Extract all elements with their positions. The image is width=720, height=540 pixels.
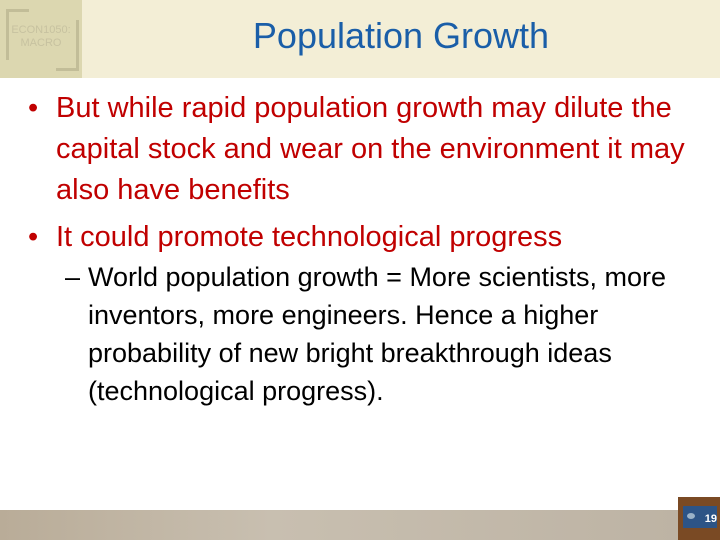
sub-bullet-text: World population growth = More scientist… [88,262,667,406]
slide-number-badge: 19 [678,497,720,540]
bullet-text: It could promote technological progress [56,221,563,253]
bullet-marker: • [28,92,39,124]
bullet-marker: • [28,221,39,253]
bullet: • But while rapid population growth may d… [28,88,708,211]
sub-bullet: – World population growth = More scientis… [28,258,708,410]
footer-image-strip [0,510,678,540]
slide-body: • But while rapid population growth may d… [28,88,708,410]
bullet-text: But while rapid population growth may di… [56,92,685,206]
bullet: • It could promote technological progress [28,217,708,258]
slide-number: 19 [704,513,717,525]
logo-line1: ECON1050: [11,24,71,36]
logo-line2: MACRO [20,37,62,49]
header-bar: ECON1050: MACRO Population Growth [0,0,720,78]
slide-title: Population Growth [252,15,550,56]
dash-marker: – [65,262,81,292]
course-logo: ECON1050: MACRO [0,0,82,78]
